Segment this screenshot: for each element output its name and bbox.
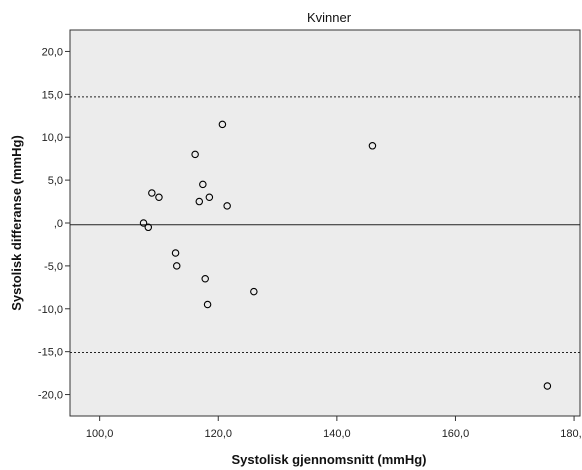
data-point [203,300,212,309]
data-point [139,219,148,227]
y-axis: 20,0 15,0 10,0 5,0 ,0 -5,0 -10,0 -15,0 -20,0 [38,46,70,402]
y-axis-title: Systolisk differanse (mmHg) [9,135,24,311]
x-axis-title: Systolisk gjennomsnitt (mmHg) [231,452,426,467]
y-tick-label: ,0 [54,218,63,230]
reference-lines [70,96,580,354]
x-tick-label: 120,0 [204,428,232,440]
data-point [201,275,209,283]
x-tick-label: 140,0 [323,428,351,440]
data-point [250,287,258,296]
data-point [368,142,377,150]
data-point [172,262,181,270]
y-tick-label: -20,0 [38,390,63,402]
data-point [148,189,156,197]
x-tick-label: 160,0 [442,428,470,440]
y-tick-label: -5,0 [44,261,63,273]
x-tick-label: 180,0 [560,428,582,440]
data-points [139,120,552,390]
x-axis: 100,0 120,0 140,0 160,0 180,0 [86,416,582,440]
plot-area [69,29,581,417]
data-point [191,150,199,159]
data-point [223,202,231,210]
data-point [543,382,552,390]
data-point [171,249,180,257]
y-tick-label: -10,0 [38,304,63,316]
data-point [205,193,214,202]
y-tick-label: 5,0 [48,175,63,187]
y-tick-label: -15,0 [38,347,63,359]
data-point [199,180,207,189]
data-point [144,223,153,232]
chart-title: Kvinner [307,10,352,25]
y-tick-label: 10,0 [42,132,63,144]
x-tick-label: 100,0 [86,428,114,440]
y-tick-label: 20,0 [42,46,63,58]
data-point [155,193,163,202]
data-point [218,120,227,129]
data-point [195,197,204,206]
y-tick-label: 15,0 [42,89,63,101]
